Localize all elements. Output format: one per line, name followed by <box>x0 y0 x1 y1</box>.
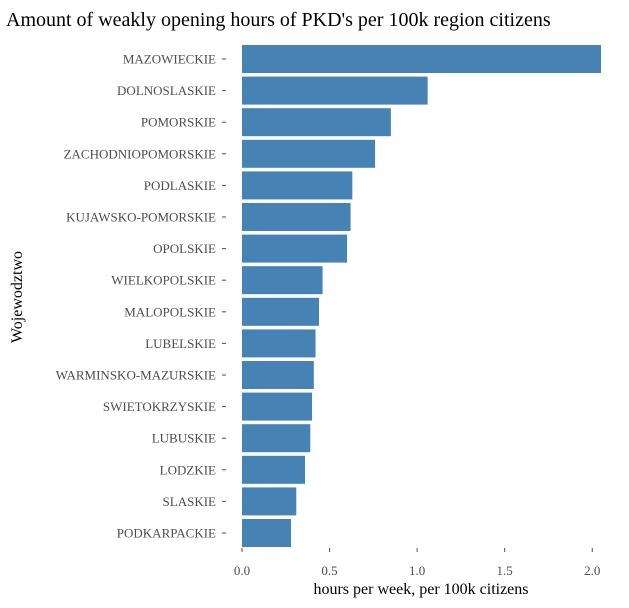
bar <box>242 424 311 453</box>
bar <box>242 297 320 326</box>
y-tick-label: SLASKIE <box>163 494 217 509</box>
bar <box>242 266 323 295</box>
bar <box>242 45 601 73</box>
bars <box>242 45 601 547</box>
bar <box>242 139 376 168</box>
x-axis-title: hours per week, per 100k citizens <box>313 581 528 598</box>
bar <box>242 234 348 263</box>
y-tick-label: LODZKIE <box>160 462 216 477</box>
y-tick-label: LUBUSKIE <box>152 431 216 446</box>
y-axis: MAZOWIECKIE DOLNOSLASKIE POMORSKIE ZACHODNI… <box>56 52 226 541</box>
bar <box>242 329 316 358</box>
x-tick-label: 1.0 <box>409 563 425 578</box>
bar <box>242 392 313 421</box>
bar <box>242 203 351 231</box>
bar <box>242 171 353 200</box>
y-tick-label: MAZOWIECKIE <box>123 52 216 67</box>
x-tick-label: 0.0 <box>234 563 250 578</box>
bar <box>242 108 391 137</box>
bar <box>242 487 297 516</box>
x-tick-label: 1.5 <box>497 563 513 578</box>
y-tick-label: OPOLSKIE <box>153 241 216 256</box>
y-tick-label: KUJAWSKO-POMORSKIE <box>66 210 216 225</box>
bar <box>242 455 306 484</box>
x-axis: 0.0 0.5 1.0 1.5 2.0 <box>234 548 600 578</box>
y-tick-label: ZACHODNIOPOMORSKIE <box>64 146 216 161</box>
y-tick-label: DOLNOSLASKIE <box>117 83 216 98</box>
x-tick-label: 2.0 <box>584 563 600 578</box>
y-tick-label: LUBELSKIE <box>145 336 216 351</box>
bar <box>242 519 292 547</box>
chart-title: Amount of weakly opening hours of PKD's … <box>6 9 551 31</box>
y-tick-label: WARMINSKO-MAZURSKIE <box>56 368 216 383</box>
y-tick-label: SWIETOKRZYSKIE <box>103 399 216 414</box>
y-tick-label: MALOPOLSKIE <box>124 304 216 319</box>
y-axis-title: Wojewodztwo <box>9 251 26 343</box>
y-tick-label: PODKARPACKIE <box>117 526 216 541</box>
y-tick-label: PODLASKIE <box>144 178 216 193</box>
x-tick-label: 0.5 <box>321 563 337 578</box>
bar <box>242 361 314 389</box>
y-tick-label: POMORSKIE <box>141 115 216 130</box>
bar <box>242 76 428 105</box>
y-tick-label: WIELKOPOLSKIE <box>111 273 216 288</box>
